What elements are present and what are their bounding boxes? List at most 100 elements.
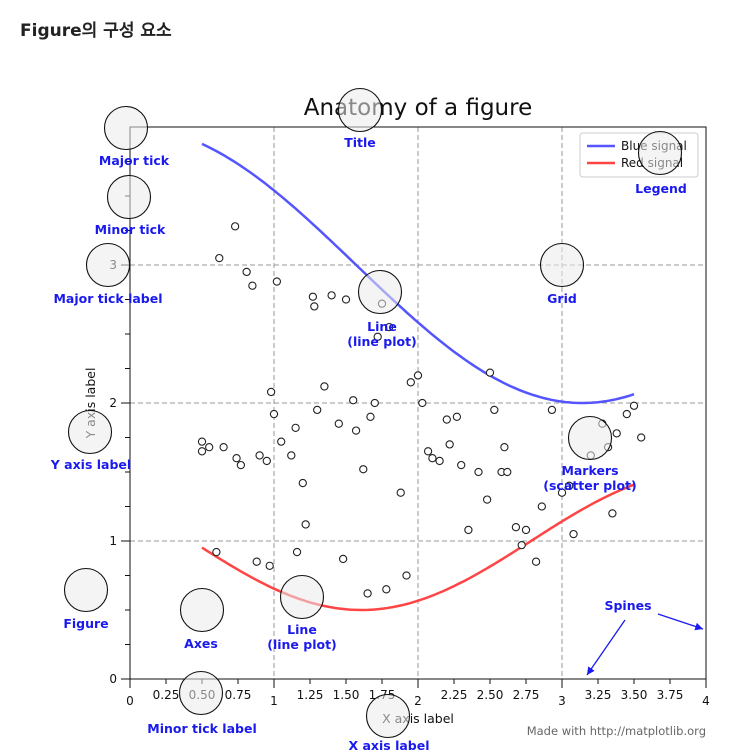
y-major-tick-label: 1: [109, 534, 117, 548]
scatter-marker: [359, 465, 368, 474]
scatter-marker: [435, 456, 444, 466]
scatter-marker: [445, 440, 454, 449]
x-major-tick-label: 1: [270, 694, 278, 708]
x-minor-tick-label: 1.25: [297, 688, 324, 702]
scatter-marker: [291, 423, 300, 432]
annotation-circle: [178, 670, 224, 716]
scatter-marker: [622, 409, 631, 419]
scatter-marker: [266, 387, 276, 397]
annotation-label: Axes: [184, 636, 218, 651]
scatter-marker: [396, 488, 405, 497]
scatter-marker: [197, 447, 207, 456]
annotation-circle: [67, 409, 113, 455]
chart-title: Anatomy of a figure: [304, 95, 532, 121]
x-major-tick-label: 4: [702, 694, 710, 708]
annotation-circle: [85, 242, 131, 288]
credit-text: Made with http://matplotlib.org: [527, 724, 706, 738]
scatter-marker: [248, 281, 257, 290]
axis-text-layer: 012340.250.500.751.251.501.752.252.502.7…: [83, 95, 710, 738]
scatter-marker: [301, 520, 310, 529]
scatter-marker: [230, 222, 240, 231]
scatter-marker: [608, 509, 617, 518]
scatter-marker: [547, 405, 557, 415]
annotation-circle: [539, 242, 585, 288]
scatter-marker: [569, 529, 578, 539]
annotation-circle: [365, 693, 411, 739]
grid-layer: [130, 127, 706, 679]
annotation-circle: [567, 415, 613, 461]
scatter-marker: [252, 557, 261, 566]
scatter-marker: [517, 540, 526, 550]
annotation-label: Major tick label: [53, 291, 162, 306]
y-major-tick-label: 2: [109, 396, 117, 410]
scatter-marker: [255, 451, 264, 460]
x-minor-tick-label: 0.75: [225, 688, 252, 702]
scatter-marker: [215, 253, 224, 263]
scatter-marker: [308, 292, 318, 301]
annotation-circle: [357, 269, 403, 315]
markers-layer: [197, 222, 646, 598]
annotation-label: (scatter plot): [543, 478, 636, 493]
x-minor-tick-label: 3.75: [657, 688, 684, 702]
annotation-label: Markers: [561, 463, 618, 478]
scatter-marker: [521, 525, 531, 535]
scatter-marker: [385, 322, 394, 332]
scatter-marker: [485, 368, 495, 377]
scatter-marker: [242, 267, 251, 277]
annotation-label: Line: [367, 319, 397, 334]
annotation-circle: [279, 574, 325, 620]
x-major-tick-label: 3: [558, 694, 566, 708]
annotation-label: (line plot): [347, 334, 417, 349]
scatter-marker: [349, 396, 358, 405]
scatter-marker: [219, 443, 228, 452]
annotation-label: Major tick: [99, 153, 170, 168]
scatter-marker: [370, 398, 379, 408]
scatter-marker: [452, 412, 462, 421]
scatter-marker: [265, 561, 274, 570]
scatter-marker: [382, 585, 391, 594]
scatter-marker: [474, 467, 483, 477]
scatter-marker: [327, 291, 336, 300]
scatter-marker: [262, 456, 271, 466]
scatter-marker: [366, 412, 375, 421]
scatter-marker: [351, 426, 361, 435]
scatter-marker: [637, 433, 646, 442]
scatter-marker: [277, 437, 286, 446]
scatter-marker: [373, 332, 382, 341]
scatter-marker: [212, 547, 221, 557]
scatter-marker: [406, 378, 415, 387]
annotation-labels: Major tick Minor tick Major tick label Titl…: [50, 135, 704, 753]
scatter-marker: [269, 409, 279, 419]
scatter-marker: [313, 405, 322, 415]
annotation-label: Grid: [547, 291, 577, 306]
annotation-label: Spines: [604, 598, 651, 613]
annotation-circle: [106, 174, 152, 220]
scatter-marker: [612, 429, 621, 438]
annotation-label: X axis label: [349, 738, 430, 753]
scatter-marker: [205, 443, 214, 452]
scatter-marker: [490, 405, 499, 415]
scatter-marker: [272, 277, 282, 286]
scatter-marker: [341, 295, 351, 304]
scatter-marker: [298, 478, 307, 488]
scatter-marker: [334, 419, 343, 428]
x-minor-tick-label: 0.25: [153, 688, 180, 702]
scatter-marker: [457, 460, 466, 470]
lines-layer: [201, 142, 635, 612]
x-minor-tick-label: 2.75: [513, 688, 540, 702]
scatter-marker: [287, 451, 296, 460]
annotation-label: Minor tick: [95, 222, 166, 237]
scatter-marker: [557, 488, 567, 497]
annotation-label: (line plot): [267, 637, 337, 652]
scatter-marker: [629, 401, 639, 410]
x-major-tick-label: 2: [414, 694, 422, 708]
annotation-circles: [63, 87, 683, 739]
scatter-marker: [511, 523, 521, 532]
x-major-tick-label: 0: [126, 694, 134, 708]
scatter-marker: [428, 454, 437, 463]
x-minor-tick-label: 1.50: [333, 688, 360, 702]
y-major-tick-label: 0: [109, 672, 117, 686]
scatter-marker: [232, 454, 241, 463]
x-minor-tick-label: 2.25: [441, 688, 468, 702]
annotation-label: Line: [287, 622, 317, 637]
